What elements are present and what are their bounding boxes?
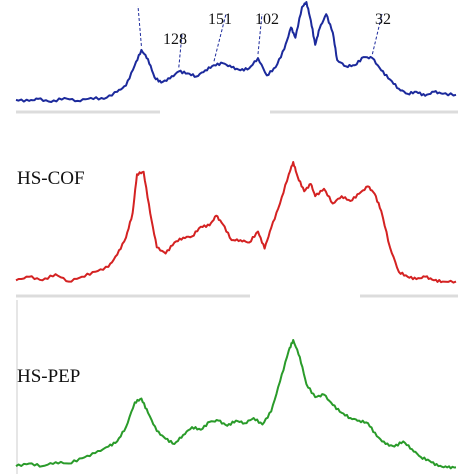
annotation-leader [257, 13, 263, 55]
annotation-leader [213, 13, 227, 62]
hs-cof-label: HS-COF [17, 168, 85, 189]
annotation-leader [137, 5, 142, 46]
spectrum-line-middle [15, 161, 457, 284]
annotation-label: 128 [163, 31, 187, 48]
annotation-label: 32 [375, 11, 391, 28]
panel-separators [16, 110, 458, 474]
peak-annotations: 128 151 102 32 [137, 5, 391, 68]
annotation-label: 151 [208, 11, 232, 28]
spectrum-traces [15, 1, 457, 470]
annotation-leader [178, 33, 183, 68]
spectrum-line-top [15, 1, 457, 103]
annotation-label: 102 [255, 11, 279, 28]
annotation-leader [371, 13, 383, 55]
spectrum-line-bottom [15, 339, 457, 470]
hs-pep-label: HS-PEP [17, 366, 81, 387]
